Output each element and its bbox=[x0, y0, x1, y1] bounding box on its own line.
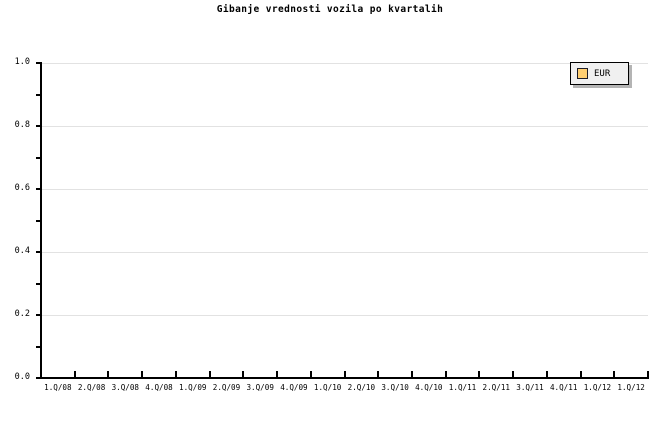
x-axis-label: 3.Q/08 bbox=[111, 383, 140, 392]
y-axis-tick-major bbox=[36, 314, 42, 316]
chart-title: Gibanje vrednosti vozila po kvartalih bbox=[216, 4, 444, 15]
x-axis-label: 4.Q/08 bbox=[145, 383, 173, 392]
x-axis-label: 2.Q/08 bbox=[77, 383, 106, 392]
y-axis-label: 0.4 bbox=[14, 246, 30, 256]
x-axis-tick bbox=[545, 371, 548, 378]
plot-area bbox=[41, 63, 648, 378]
y-axis-tick-minor bbox=[36, 219, 41, 222]
x-axis-tick bbox=[647, 371, 649, 378]
x-axis-label: 4.Q/09 bbox=[280, 383, 308, 392]
y-axis-label: 0.8 bbox=[14, 120, 30, 130]
y-axis-tick-minor bbox=[36, 282, 41, 285]
y-axis-tick-minor bbox=[36, 156, 41, 159]
x-axis-tick bbox=[444, 371, 447, 378]
legend-panel[interactable]: EUR bbox=[570, 62, 629, 85]
x-axis-tick bbox=[141, 371, 144, 378]
gridline-horizontal bbox=[41, 252, 648, 253]
y-axis-tick-minor bbox=[36, 93, 41, 96]
x-axis-tick bbox=[309, 371, 312, 378]
y-axis-tick-major bbox=[36, 188, 42, 190]
x-axis-label: 3.Q/11 bbox=[516, 383, 544, 392]
y-axis-tick-major bbox=[36, 377, 42, 379]
x-axis-label: 2.Q/10 bbox=[347, 383, 376, 392]
x-axis-label: 3.Q/10 bbox=[381, 383, 409, 392]
x-axis-tick bbox=[410, 371, 413, 378]
x-axis-label: 3.Q/09 bbox=[246, 383, 274, 392]
x-axis-tick bbox=[512, 371, 515, 378]
x-axis-label: 2.Q/11 bbox=[482, 383, 510, 392]
y-axis-label: 0.2 bbox=[14, 309, 30, 319]
y-axis-tick-minor bbox=[36, 345, 41, 348]
x-axis-tick bbox=[377, 371, 380, 378]
x-axis-line bbox=[40, 377, 649, 379]
y-axis-tick-major bbox=[36, 125, 42, 127]
gridline-horizontal bbox=[41, 189, 648, 190]
legend-color-swatch-eur bbox=[577, 68, 588, 79]
x-axis-tick bbox=[40, 371, 42, 378]
x-axis-tick bbox=[242, 371, 245, 378]
gridline-horizontal bbox=[41, 126, 648, 127]
y-axis-line bbox=[40, 62, 42, 379]
x-axis-label: 2.Q/09 bbox=[212, 383, 241, 392]
y-axis-label: 1.0 bbox=[14, 57, 30, 67]
x-axis-tick bbox=[174, 371, 177, 378]
y-axis-label: 0.6 bbox=[14, 183, 30, 193]
x-axis-tick bbox=[613, 371, 616, 378]
chart-legend[interactable]: EUR bbox=[570, 62, 632, 88]
gridline-horizontal bbox=[41, 63, 648, 64]
x-axis-label: 4.Q/10 bbox=[415, 383, 443, 392]
x-axis-tick bbox=[579, 371, 582, 378]
x-axis-label: 4.Q/11 bbox=[549, 383, 578, 392]
y-axis-label: 0.0 bbox=[14, 372, 30, 382]
x-axis-tick bbox=[208, 371, 211, 378]
x-axis-label: 1.Q/08 bbox=[44, 383, 72, 392]
y-axis-tick-major bbox=[36, 251, 42, 253]
y-axis-tick-major bbox=[36, 62, 42, 64]
x-axis-tick bbox=[343, 371, 346, 378]
x-axis-label: 1.Q/11 bbox=[448, 383, 477, 392]
legend-label-eur: EUR bbox=[594, 68, 611, 79]
x-axis-tick bbox=[73, 371, 76, 378]
x-axis-tick bbox=[478, 371, 481, 378]
x-axis-label: 1.Q/12 bbox=[583, 383, 612, 392]
gridline-horizontal bbox=[41, 315, 648, 316]
x-axis-label: 1.Q/12 bbox=[617, 383, 645, 392]
x-axis-label: 1.Q/09 bbox=[179, 383, 207, 392]
x-axis-label: 1.Q/10 bbox=[313, 383, 342, 392]
x-axis-tick bbox=[107, 371, 110, 378]
x-axis-tick bbox=[276, 371, 279, 378]
